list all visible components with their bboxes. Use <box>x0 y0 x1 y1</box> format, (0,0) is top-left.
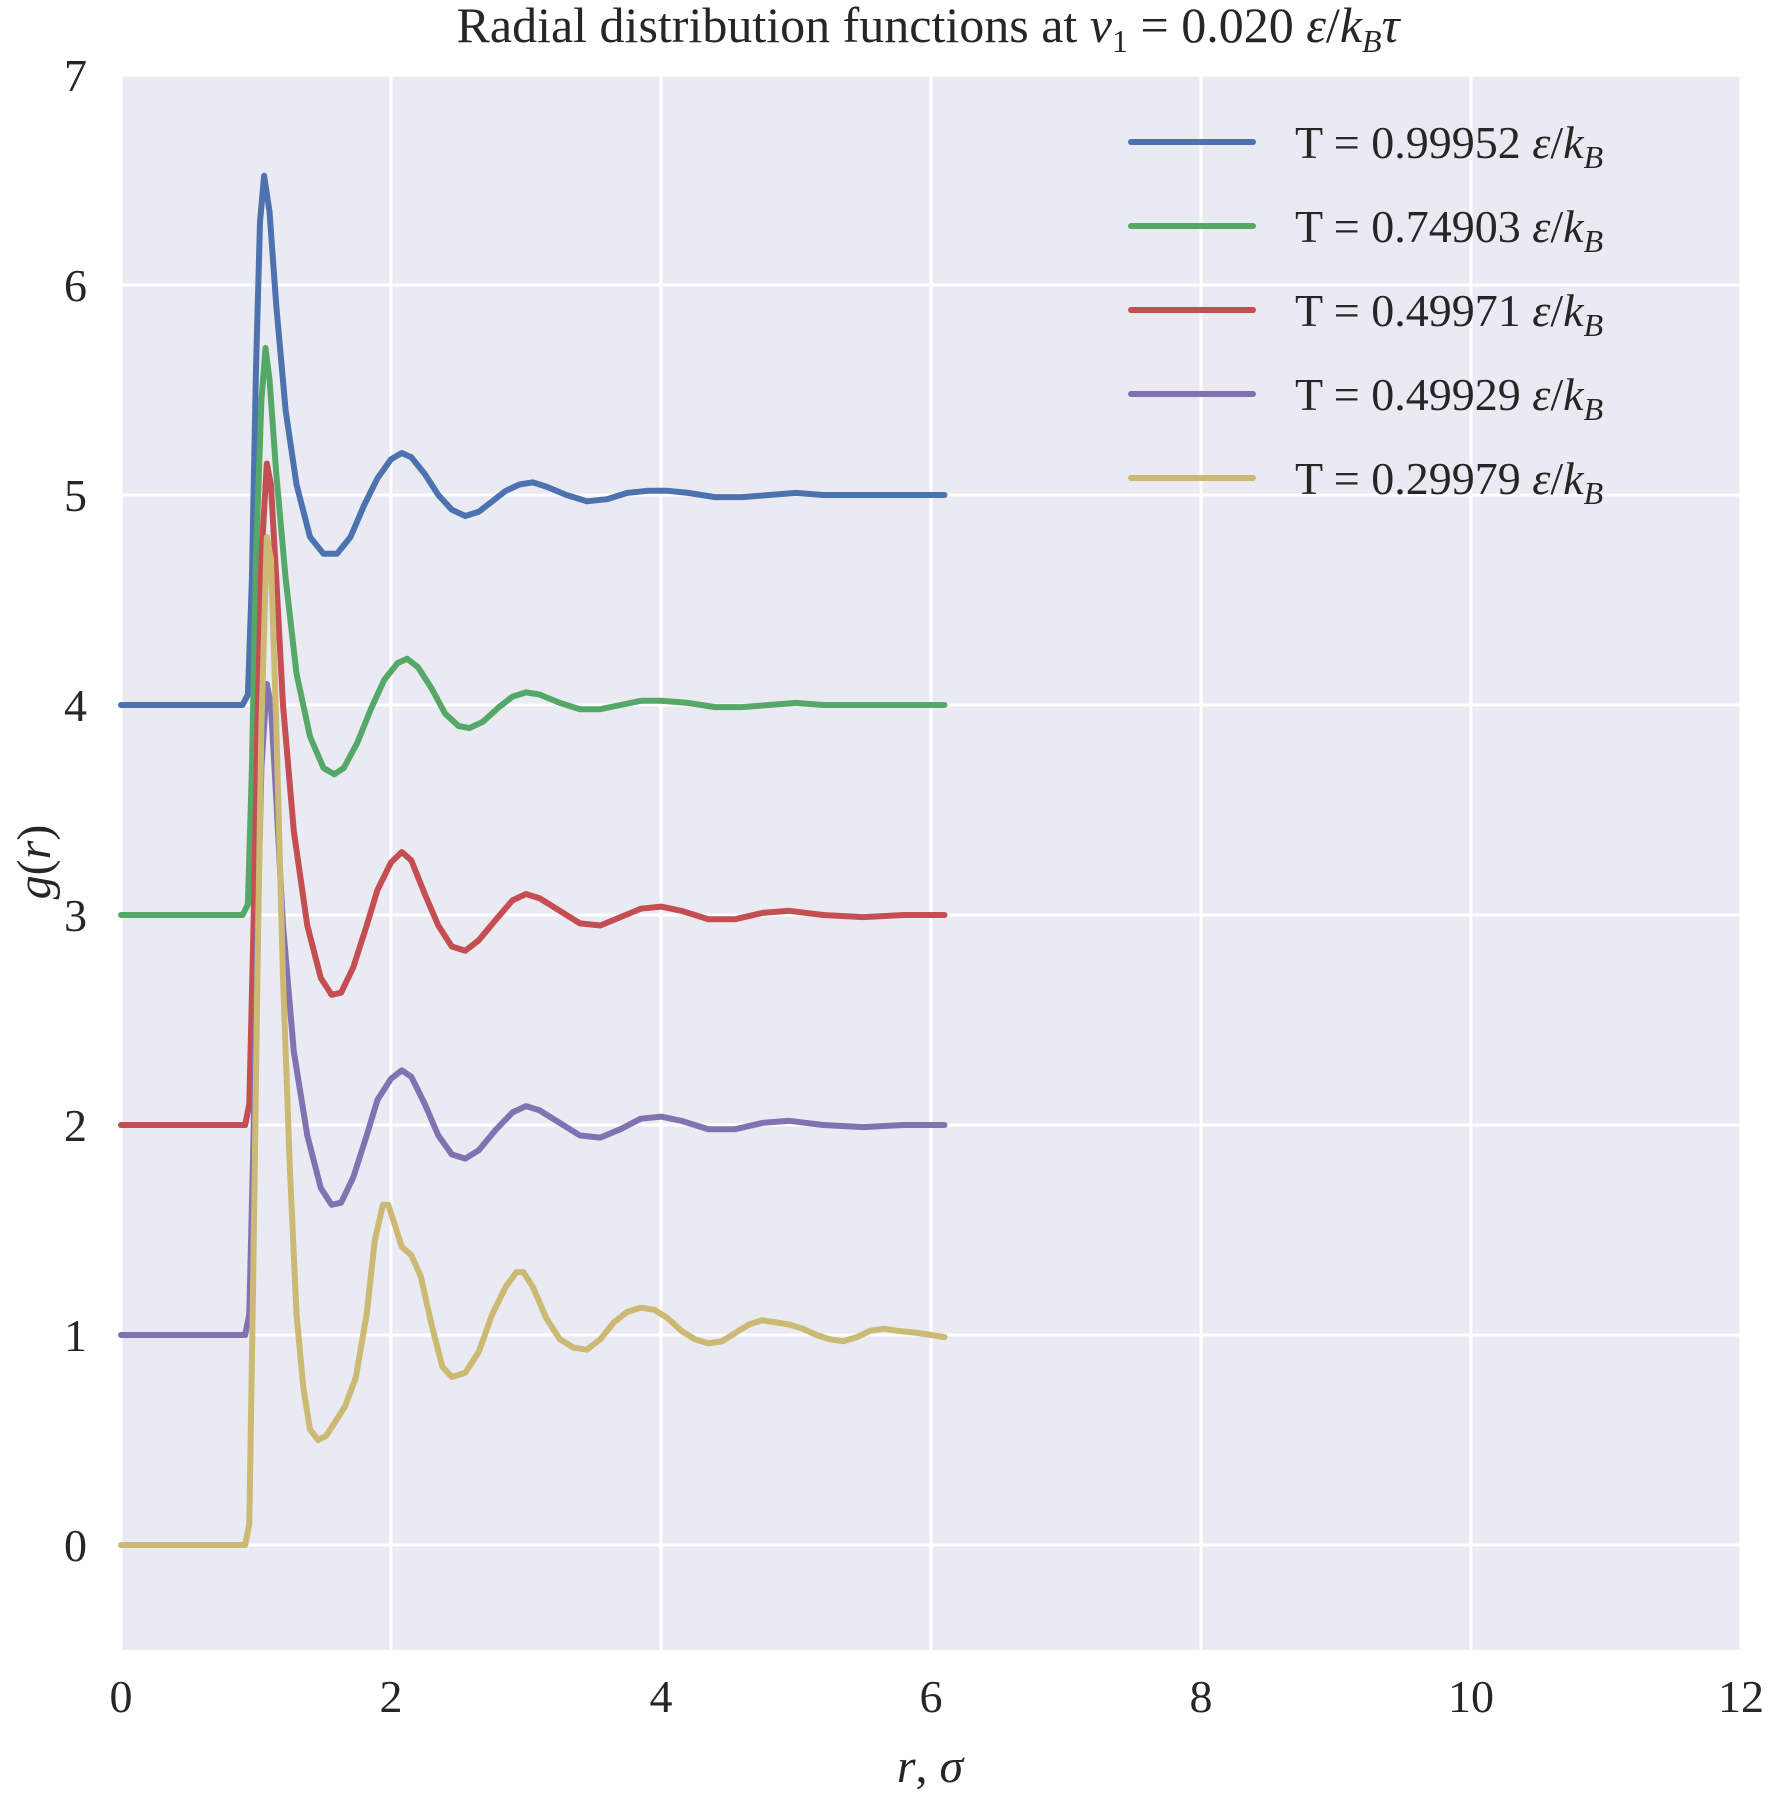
x-tick-label: 12 <box>1718 1671 1764 1722</box>
y-axis-label: g(r) <box>8 825 61 900</box>
legend-item-2: T = 0.74903 ε/kB <box>1128 201 1603 259</box>
y-tick-label: 7 <box>64 50 87 101</box>
legend-label-part: k <box>1563 369 1585 420</box>
legend-label-part: k <box>1563 285 1585 336</box>
legend-label-part: / <box>1550 369 1563 420</box>
legend-label-part: / <box>1550 201 1563 252</box>
title-unit-k: k <box>1340 0 1363 53</box>
chart-title: Radial distribution functions at v1 = 0.… <box>457 0 1402 59</box>
legend-label: T = 0.49929 ε/kB <box>1295 369 1603 427</box>
y-tick-label: 4 <box>64 680 87 731</box>
legend-label-part: ε <box>1532 201 1551 252</box>
legend-label: T = 0.99952 ε/kB <box>1295 117 1603 175</box>
y-tick-label: 0 <box>64 1520 87 1571</box>
legend-label-part: ε <box>1532 453 1551 504</box>
y-tick-label: 5 <box>64 470 87 521</box>
legend-item-3: T = 0.49971 ε/kB <box>1128 285 1603 343</box>
ylabel-open: ( <box>8 859 61 875</box>
xlabel-unit: σ <box>940 1740 966 1793</box>
legend-label-part: k <box>1563 453 1585 504</box>
legend-item-4: T = 0.49929 ε/kB <box>1128 369 1603 427</box>
legend-label-part: ε <box>1532 369 1551 420</box>
y-tick-label: 6 <box>64 260 87 311</box>
series-line-1 <box>118 172 948 708</box>
legend-label-part: T = 0.99952 <box>1295 117 1532 168</box>
legend-label-part: B <box>1584 223 1604 259</box>
legend-label-part: ε <box>1532 285 1551 336</box>
xlabel-sep: , <box>916 1740 940 1793</box>
legend-item-1: T = 0.99952 ε/kB <box>1128 117 1603 175</box>
legend-label-part: ε <box>1532 117 1551 168</box>
legend-label: T = 0.74903 ε/kB <box>1295 201 1603 259</box>
title-unit-tau: τ <box>1382 0 1402 53</box>
y-tick-label: 3 <box>64 890 87 941</box>
title-unit-slash: / <box>1326 0 1340 53</box>
ylabel-var: r <box>8 840 61 859</box>
y-tick-label: 2 <box>64 1100 87 1151</box>
legend: T = 0.99952 ε/kBT = 0.74903 ε/kBT = 0.49… <box>1128 117 1603 511</box>
legend-item-5: T = 0.29979 ε/kB <box>1128 453 1603 511</box>
series-lines <box>118 172 948 1548</box>
legend-label-part: / <box>1550 117 1563 168</box>
series-line-4 <box>118 681 948 1338</box>
title-unit-eps: ε <box>1306 0 1326 53</box>
title-var: v <box>1090 0 1113 53</box>
xlabel-var: r <box>897 1740 916 1793</box>
legend-label-part: B <box>1584 391 1604 427</box>
ylabel-close: ) <box>8 825 61 841</box>
legend-label-part: T = 0.74903 <box>1295 201 1532 252</box>
x-tick-label: 10 <box>1448 1671 1494 1722</box>
legend-label: T = 0.49971 ε/kB <box>1295 285 1603 343</box>
legend-label-part: k <box>1563 201 1585 252</box>
y-tick-label: 1 <box>64 1310 87 1361</box>
x-tick-label: 0 <box>110 1671 133 1722</box>
legend-label-part: / <box>1550 453 1563 504</box>
x-tick-label: 2 <box>380 1671 403 1722</box>
series-line-3 <box>118 460 948 1128</box>
x-tick-label: 4 <box>650 1671 673 1722</box>
series-line-5 <box>118 534 948 1548</box>
title-var-sub: 1 <box>1112 23 1128 59</box>
legend-label-part: / <box>1550 285 1563 336</box>
y-tick-labels: 0 1 2 3 4 5 6 7 <box>64 50 87 1571</box>
x-tick-labels: 0 2 4 6 8 10 12 <box>110 1671 1765 1722</box>
legend-label-part: k <box>1563 117 1585 168</box>
legend-label-part: B <box>1584 139 1604 175</box>
title-prefix: Radial distribution functions at <box>457 0 1090 53</box>
title-unit-sub: B <box>1362 23 1382 59</box>
legend-label-part: T = 0.49971 <box>1295 285 1532 336</box>
x-axis-label: r, σ <box>897 1740 966 1793</box>
legend-label-part: T = 0.29979 <box>1295 453 1532 504</box>
title-equals: = 0.020 <box>1128 0 1306 53</box>
series-line-2 <box>118 345 948 918</box>
x-tick-label: 6 <box>920 1671 943 1722</box>
legend-label-part: B <box>1584 307 1604 343</box>
legend-label: T = 0.29979 ε/kB <box>1295 453 1603 511</box>
ylabel-g: g <box>8 875 61 899</box>
x-tick-label: 8 <box>1190 1671 1213 1722</box>
legend-label-part: T = 0.49929 <box>1295 369 1532 420</box>
legend-label-part: B <box>1584 475 1604 511</box>
